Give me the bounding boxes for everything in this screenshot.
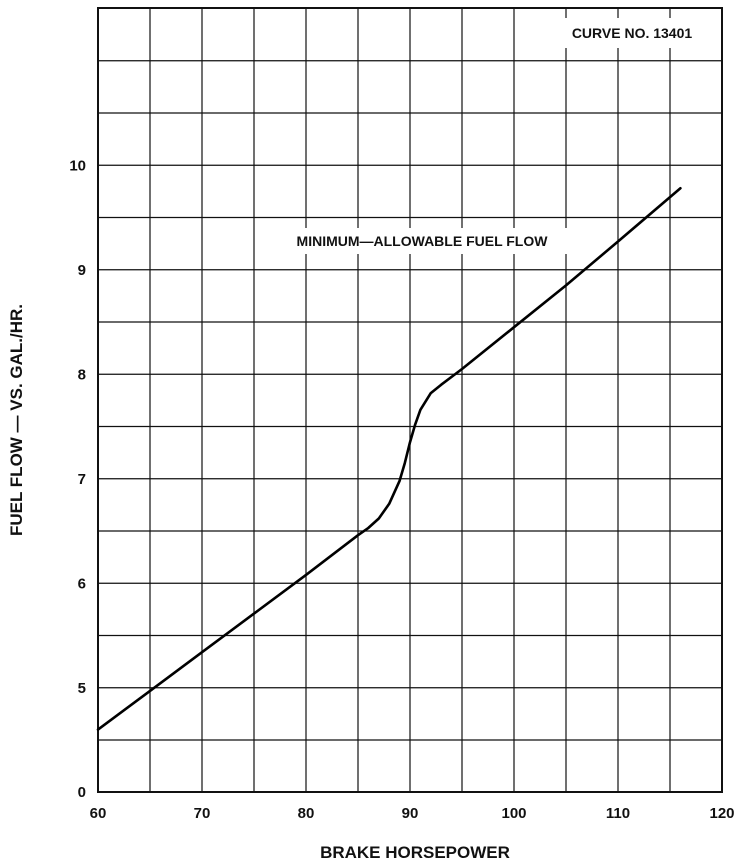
grid	[98, 8, 722, 792]
series-label-box	[274, 228, 576, 254]
y-tick-label: 5	[78, 680, 86, 697]
curve-number-label: CURVE NO. 13401	[572, 25, 693, 41]
series-layer	[96, 186, 682, 731]
x-tick-label: 70	[194, 805, 211, 822]
y-tick-label: 10	[69, 157, 86, 174]
y-tick-label: 7	[78, 471, 86, 488]
x-axis-title: BRAKE HORSEPOWER	[320, 843, 510, 862]
y-tick-label: 6	[78, 575, 86, 592]
x-tick-label: 110	[606, 805, 630, 822]
y-tick-label: 8	[78, 366, 86, 383]
series-label: MINIMUM—ALLOWABLE FUEL FLOW	[297, 233, 549, 249]
curve-number-box	[534, 18, 714, 48]
y-tick-label: 9	[78, 262, 86, 279]
x-tick-label: 60	[90, 805, 107, 822]
x-tick-label: 120	[709, 805, 734, 822]
x-axis-ticks: 60 70 80 90 100 110 120	[90, 805, 735, 822]
x-tick-label: 90	[402, 805, 419, 822]
series-line-min-allowable-fuel-flow	[96, 186, 682, 731]
y-axis-ticks: 0 5 6 7 8 9 10	[69, 157, 86, 801]
x-tick-label: 80	[298, 805, 315, 822]
plot-frame	[97, 7, 723, 793]
y-axis-title: FUEL FLOW — VS. GAL./HR.	[7, 304, 26, 536]
x-tick-label: 100	[501, 805, 526, 822]
y-tick-label: 0	[78, 784, 86, 801]
